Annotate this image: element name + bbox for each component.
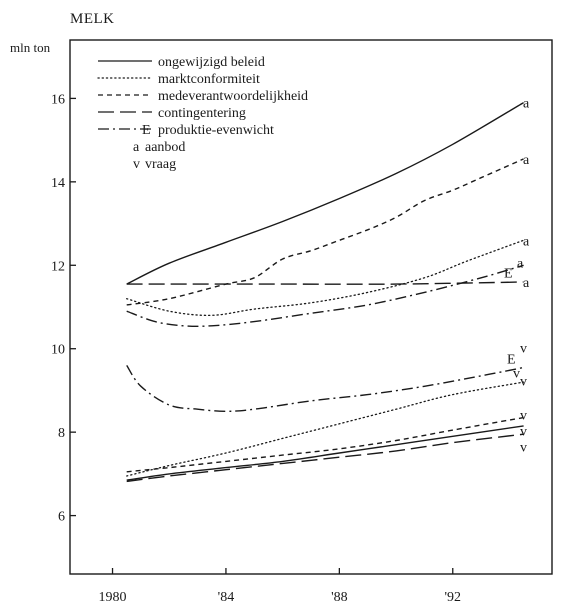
legend-symbol: v xyxy=(133,157,140,172)
series-end-label-E: E xyxy=(507,352,516,367)
axis-ticks: 6 8 10 12 14 16 1980 '84 '88 '92 xyxy=(51,92,461,605)
y-tick-label: 14 xyxy=(51,176,65,191)
series-end-label-v: v xyxy=(513,366,520,381)
y-tick-label: 8 xyxy=(58,426,65,441)
series-end-label-a: a xyxy=(523,234,530,249)
chart-title: MELK xyxy=(70,11,115,27)
legend-label: vraag xyxy=(145,157,176,172)
series-line-a-dashdot xyxy=(126,264,524,328)
series-end-label-a: a xyxy=(523,153,530,168)
y-tick-label: 10 xyxy=(51,343,65,358)
legend-label: marktconformiteit xyxy=(158,72,260,87)
series-line-v-dashdot xyxy=(126,365,524,413)
legend-label: contingentering xyxy=(158,106,246,121)
legend-label: aanbod xyxy=(145,140,185,155)
series-line-v-solid xyxy=(126,425,524,481)
series-line-v-dashed xyxy=(126,416,524,473)
y-axis-label: mln ton xyxy=(10,40,51,55)
series-line-v-longdash xyxy=(126,433,524,483)
series-end-label-v: v xyxy=(520,441,527,456)
legend-label: produktie-evenwicht xyxy=(158,123,274,138)
series-end-label-v: v xyxy=(520,425,527,440)
legend-label: medeverantwoordelijkheid xyxy=(158,89,308,104)
series-line-v-dotted xyxy=(126,381,525,477)
legend-label: ongewijzigd beleid xyxy=(158,55,265,70)
series-line-a-solid xyxy=(126,101,524,285)
y-tick-label: 6 xyxy=(58,510,65,525)
y-tick-label: 16 xyxy=(51,92,65,107)
plot-frame xyxy=(69,39,553,575)
series-end-label-a: a xyxy=(523,276,530,291)
series-end-label-v: v xyxy=(520,374,527,389)
series-end-label-E: E xyxy=(504,266,513,281)
legend: ongewijzigd beleid marktconformiteit medev… xyxy=(97,55,308,172)
series-layer xyxy=(126,101,525,483)
series-line-a-longdash xyxy=(126,281,524,285)
series-end-label-a: a xyxy=(523,97,530,112)
x-tick-label: '88 xyxy=(331,590,348,605)
y-tick-label: 12 xyxy=(51,259,65,274)
series-end-label-a: a xyxy=(517,256,524,271)
x-tick-label: 1980 xyxy=(99,590,127,605)
series-end-label-v: v xyxy=(520,341,527,356)
x-tick-label: '92 xyxy=(444,590,461,605)
legend-symbol: a xyxy=(133,140,140,155)
series-line-a-dotted xyxy=(126,239,525,317)
series-end-label-v: v xyxy=(520,409,527,424)
x-tick-label: '84 xyxy=(218,590,235,605)
legend-symbol: E xyxy=(142,123,151,138)
